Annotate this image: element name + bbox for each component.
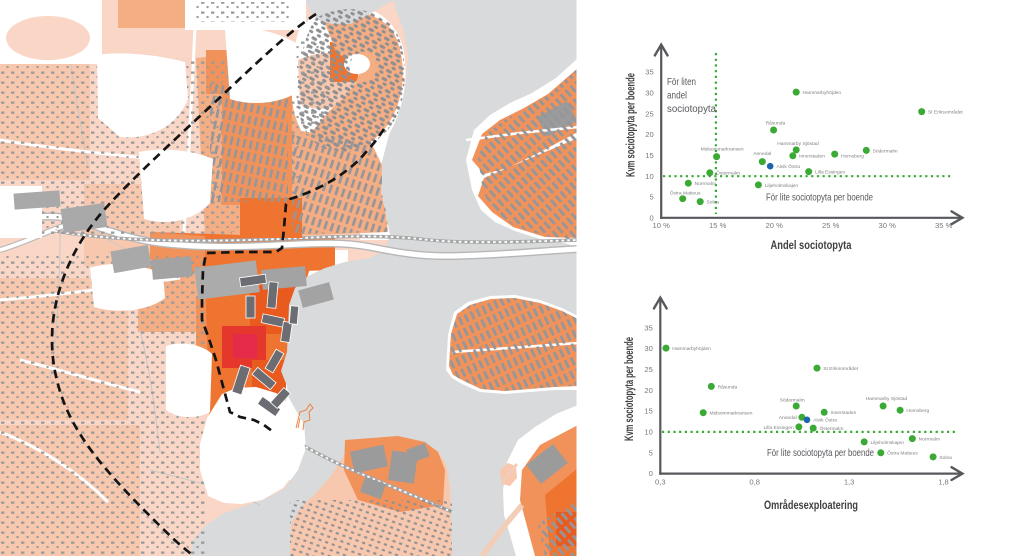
svg-text:25 %: 25 % — [822, 221, 840, 230]
svg-text:Innerstaden: Innerstaden — [831, 410, 857, 416]
svg-text:Lilla Essingen: Lilla Essingen — [764, 425, 794, 431]
svg-text:20: 20 — [644, 386, 652, 395]
svg-text:andel: andel — [667, 91, 687, 102]
svg-text:Solna: Solna — [707, 200, 720, 206]
svg-text:5: 5 — [649, 193, 653, 202]
svg-text:Hammarby Sjöstad: Hammarby Sjöstad — [866, 396, 908, 402]
svg-text:20 %: 20 % — [766, 221, 784, 230]
svg-text:För liten: För liten — [667, 77, 696, 88]
svg-text:0: 0 — [649, 213, 653, 222]
svg-text:Råsunda: Råsunda — [718, 383, 738, 390]
svg-text:Östra Matteus: Östra Matteus — [670, 189, 701, 196]
svg-text:35 %: 35 % — [935, 221, 953, 230]
svg-text:10 %: 10 % — [653, 221, 671, 230]
svg-text:1,3: 1,3 — [844, 477, 855, 486]
svg-text:Annedal: Annedal — [753, 151, 771, 157]
svg-text:Råsunda: Råsunda — [766, 120, 786, 127]
svg-text:Östermalm: Östermalm — [716, 170, 740, 177]
svg-text:Södermalm: Södermalm — [780, 398, 805, 404]
svg-text:St Eriksområdet: St Eriksområdet — [928, 109, 963, 116]
svg-text:Östra Matteus: Östra Matteus — [887, 450, 918, 457]
svg-text:Norrmalm: Norrmalm — [919, 437, 940, 443]
svg-text:Norrmalm: Norrmalm — [695, 181, 716, 187]
svg-text:20: 20 — [645, 130, 653, 139]
svg-text:15: 15 — [645, 151, 653, 160]
svg-text:15 %: 15 % — [709, 221, 727, 230]
svg-text:35: 35 — [645, 68, 653, 77]
svg-text:Midsommarkransen: Midsommarkransen — [701, 147, 744, 153]
svg-text:Hammarbyhöjden: Hammarbyhöjden — [803, 90, 842, 96]
svg-text:Liljeholmskajen: Liljeholmskajen — [765, 183, 799, 189]
svg-text:10: 10 — [645, 172, 653, 181]
svg-text:0: 0 — [649, 469, 653, 478]
svg-text:Hammarbyhöjden: Hammarbyhöjden — [672, 346, 711, 352]
svg-text:1,8: 1,8 — [938, 477, 949, 486]
svg-text:Innerstaden: Innerstaden — [799, 154, 825, 160]
svg-text:0,8: 0,8 — [749, 477, 760, 486]
svg-text:Hornsberg: Hornsberg — [906, 408, 929, 414]
svg-text:Andel sociotopyta: Andel sociotopyta — [771, 238, 852, 252]
svg-text:Hammarby Sjöstad: Hammarby Sjöstad — [777, 141, 819, 147]
svg-text:Alvik Östra: Alvik Östra — [813, 417, 837, 424]
svg-text:25: 25 — [645, 109, 653, 118]
svg-text:För lite sociotopyta per boend: För lite sociotopyta per boende — [766, 193, 873, 204]
svg-text:sociotopyta: sociotopyta — [667, 104, 716, 115]
svg-text:30: 30 — [645, 89, 653, 98]
svg-text:Kvm sociotopyta per boende: Kvm sociotopyta per boende — [624, 73, 638, 177]
svg-text:Liljeholmskajen: Liljeholmskajen — [871, 440, 905, 446]
svg-text:Midsommarkransen: Midsommarkransen — [710, 411, 753, 417]
svg-text:Östermalm: Östermalm — [820, 425, 844, 432]
svg-text:35: 35 — [644, 323, 652, 332]
svg-text:Solna: Solna — [939, 455, 952, 461]
svg-text:Södermalm: Södermalm — [873, 148, 898, 154]
svg-text:15: 15 — [644, 407, 652, 416]
svg-text:30: 30 — [644, 344, 652, 353]
svg-text:Kvm sociotopyta per boende: Kvm sociotopyta per boende — [622, 337, 636, 441]
svg-text:För lite sociotopyta per boend: För lite sociotopyta per boende — [767, 448, 874, 459]
svg-text:30 %: 30 % — [879, 221, 897, 230]
svg-text:St Eriksområdet: St Eriksområdet — [823, 365, 858, 372]
svg-text:10: 10 — [644, 428, 652, 437]
svg-text:0,3: 0,3 — [655, 477, 666, 486]
svg-text:Lilla Essingen: Lilla Essingen — [815, 170, 845, 176]
svg-text:Alvik Östra: Alvik Östra — [777, 163, 801, 170]
svg-text:Områdesexploatering: Områdesexploatering — [764, 498, 858, 512]
svg-text:5: 5 — [649, 448, 653, 457]
svg-text:Annedal: Annedal — [779, 415, 797, 421]
svg-text:25: 25 — [644, 365, 652, 374]
svg-text:Hornsberg: Hornsberg — [841, 154, 864, 160]
